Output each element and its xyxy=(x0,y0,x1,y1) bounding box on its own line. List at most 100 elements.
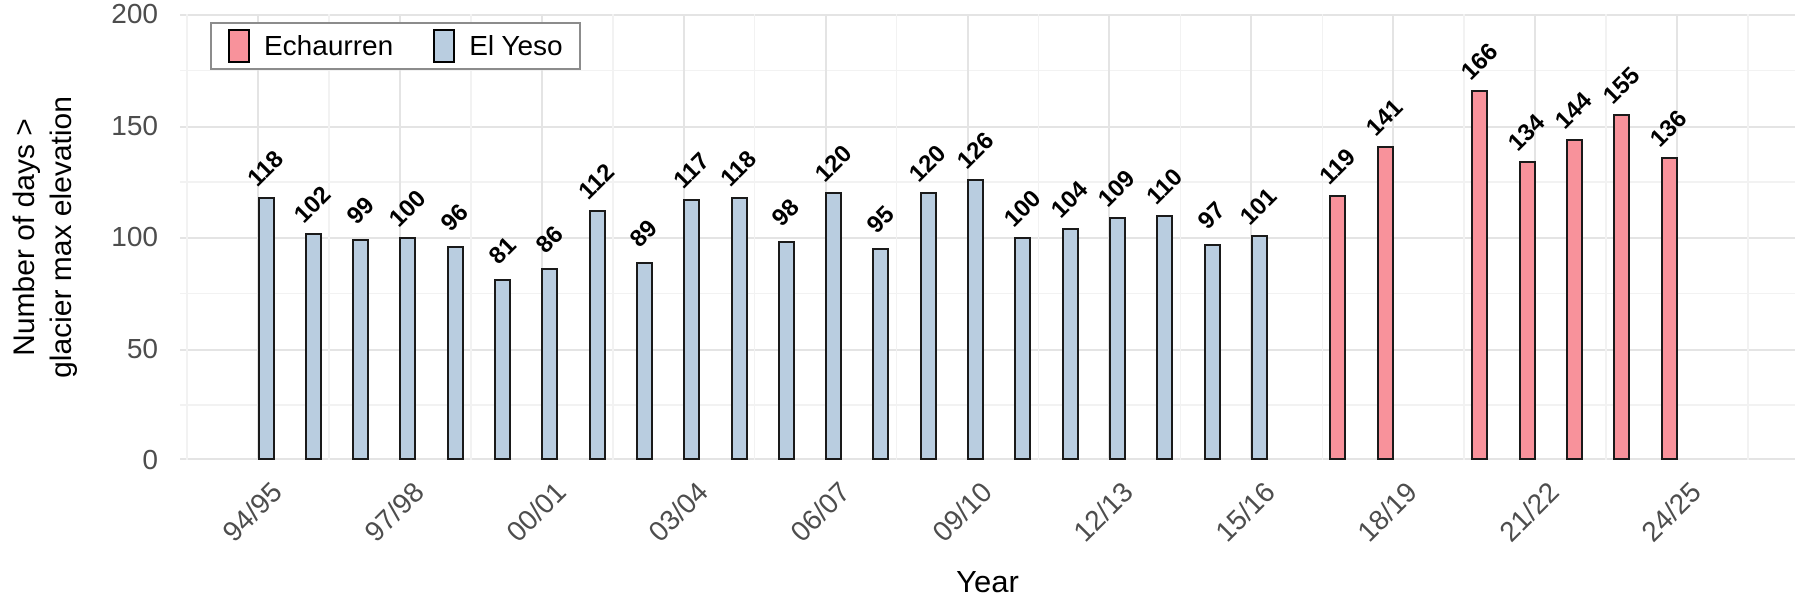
bar-value-label-14-15: 97 xyxy=(1192,196,1231,235)
bar-value-label-18-19: 141 xyxy=(1361,93,1409,142)
bar-el-yeso-10-11 xyxy=(1014,237,1032,460)
bar-el-yeso-05-06 xyxy=(777,241,795,460)
bar-value-label-13-14: 110 xyxy=(1141,163,1188,210)
gridline-minor-vertical xyxy=(328,14,330,460)
bar-el-yeso-98-99 xyxy=(446,246,464,460)
bar-value-label-05-06: 98 xyxy=(766,193,805,232)
legend-label-echaurren: Echaurren xyxy=(264,30,394,61)
y-tick-label-50: 50 xyxy=(126,332,158,364)
x-tick-label-21-22: 21/22 xyxy=(1493,476,1566,548)
bar-el-yeso-97-98 xyxy=(399,237,417,460)
bar-el-yeso-14-15 xyxy=(1203,244,1221,460)
bar-echaurren-21-22 xyxy=(1518,161,1536,460)
bar-value-label-12-13: 109 xyxy=(1093,164,1141,213)
x-tick-label-94-95: 94/95 xyxy=(216,476,288,548)
bar-el-yeso-07-08 xyxy=(872,248,890,460)
gridline-minor-horizontal xyxy=(180,292,1795,295)
bar-el-yeso-06-07 xyxy=(825,192,843,460)
x-tick-label-15-16: 15/16 xyxy=(1209,476,1282,548)
bar-value-label-11-12: 104 xyxy=(1046,175,1094,224)
bar-value-label-97-98: 100 xyxy=(383,184,432,233)
gridline-minor-horizontal xyxy=(180,181,1795,183)
bar-value-label-07-08: 95 xyxy=(861,200,900,239)
bar-el-yeso-96-97 xyxy=(352,239,370,460)
gridline-minor-vertical xyxy=(895,14,898,460)
bar-el-yeso-02-03 xyxy=(635,262,653,460)
gridline-minor-vertical xyxy=(186,14,188,460)
y-tick-label-100: 100 xyxy=(111,221,158,252)
gridline-major-horizontal xyxy=(180,458,1795,460)
bar-value-label-01-02: 112 xyxy=(573,158,620,205)
bar-el-yeso-01-02 xyxy=(588,210,606,460)
legend-swatch-echaurren xyxy=(228,29,250,63)
bar-echaurren-17-18 xyxy=(1329,195,1347,460)
gridline-major-horizontal xyxy=(180,125,1795,128)
gridline-major-horizontal xyxy=(180,14,1795,16)
x-tick-label-09-10: 09/10 xyxy=(925,476,998,548)
bar-echaurren-24-25 xyxy=(1660,157,1678,460)
bar-echaurren-20-21 xyxy=(1471,90,1489,460)
gridline-minor-vertical xyxy=(612,14,614,460)
x-tick-label-00-01: 00/01 xyxy=(500,476,572,548)
gridline-minor-vertical xyxy=(1747,14,1749,460)
y-tick-label-0: 0 xyxy=(142,444,158,475)
bar-el-yeso-15-16 xyxy=(1250,235,1268,460)
bar-el-yeso-11-12 xyxy=(1061,228,1079,460)
gridline-minor-vertical xyxy=(1321,14,1323,460)
bar-echaurren-23-24 xyxy=(1613,114,1631,460)
bar-value-label-95-96: 102 xyxy=(289,180,337,229)
gridline-major-horizontal xyxy=(180,237,1795,239)
x-tick-label-18-19: 18/19 xyxy=(1351,476,1424,548)
gridline-minor-horizontal xyxy=(180,69,1795,72)
x-tick-label-06-07: 06/07 xyxy=(784,476,856,548)
gridline-minor-vertical xyxy=(1463,14,1465,460)
bar-el-yeso-13-14 xyxy=(1156,215,1174,460)
bar-value-label-10-11: 100 xyxy=(998,184,1047,233)
bar-value-label-96-97: 99 xyxy=(341,191,380,230)
y-tick-label-200: 200 xyxy=(111,0,158,29)
bar-value-label-94-95: 118 xyxy=(242,145,289,192)
bar-el-yeso-95-96 xyxy=(304,233,322,460)
bar-value-label-02-03: 89 xyxy=(625,214,664,253)
y-axis-tick-labels: 0 50 100 150 200 xyxy=(0,0,158,475)
bar-value-label-15-16: 101 xyxy=(1235,182,1283,231)
gridline-major-horizontal xyxy=(180,348,1795,351)
legend-spacer xyxy=(407,46,419,47)
bar-el-yeso-04-05 xyxy=(730,197,748,460)
gridline-minor-horizontal xyxy=(180,404,1795,406)
bar-echaurren-22-23 xyxy=(1565,139,1583,460)
bar-value-label-98-99: 96 xyxy=(435,198,474,237)
bar-value-label-22-23: 144 xyxy=(1550,86,1598,135)
gridline-minor-vertical xyxy=(1179,14,1182,460)
gridline-minor-vertical xyxy=(1037,14,1040,460)
bar-el-yeso-00-01 xyxy=(541,268,559,460)
bar-value-label-24-25: 136 xyxy=(1644,104,1693,153)
legend: Echaurren El Yeso xyxy=(210,22,581,70)
x-tick-label-12-13: 12/13 xyxy=(1067,476,1140,548)
gridline-minor-vertical xyxy=(753,14,756,460)
bar-value-label-09-10: 126 xyxy=(951,126,999,175)
x-tick-label-03-04: 03/04 xyxy=(642,476,714,548)
bar-value-label-03-04: 117 xyxy=(668,147,715,194)
x-tick-label-97-98: 97/98 xyxy=(358,476,430,548)
gridline-major-vertical xyxy=(540,14,543,460)
bar-el-yeso-09-10 xyxy=(967,179,984,460)
legend-label-el-yeso: El Yeso xyxy=(469,30,563,61)
bar-el-yeso-94-95 xyxy=(257,197,275,460)
y-tick-label-150: 150 xyxy=(111,109,158,141)
legend-swatch-el-yeso xyxy=(433,29,456,63)
bar-value-label-04-05: 118 xyxy=(715,145,762,192)
bar-el-yeso-12-13 xyxy=(1108,217,1126,460)
gridline-minor-vertical xyxy=(470,14,472,460)
gridline-minor-vertical xyxy=(1605,14,1607,460)
plot-area: 118 102 99 100 96 81 86 112 89 117 118 98 120 95 120 12… xyxy=(180,14,1795,460)
bar-el-yeso-08-09 xyxy=(919,192,937,460)
bar-value-label-21-22: 134 xyxy=(1503,108,1551,157)
bar-el-yeso-99-00 xyxy=(494,279,511,460)
bar-el-yeso-03-04 xyxy=(683,199,701,460)
bar-echaurren-18-19 xyxy=(1376,146,1394,460)
x-axis-title: Year xyxy=(956,564,1019,599)
bar-value-label-00-01: 86 xyxy=(530,220,569,259)
x-tick-label-24-25: 24/25 xyxy=(1635,476,1707,548)
